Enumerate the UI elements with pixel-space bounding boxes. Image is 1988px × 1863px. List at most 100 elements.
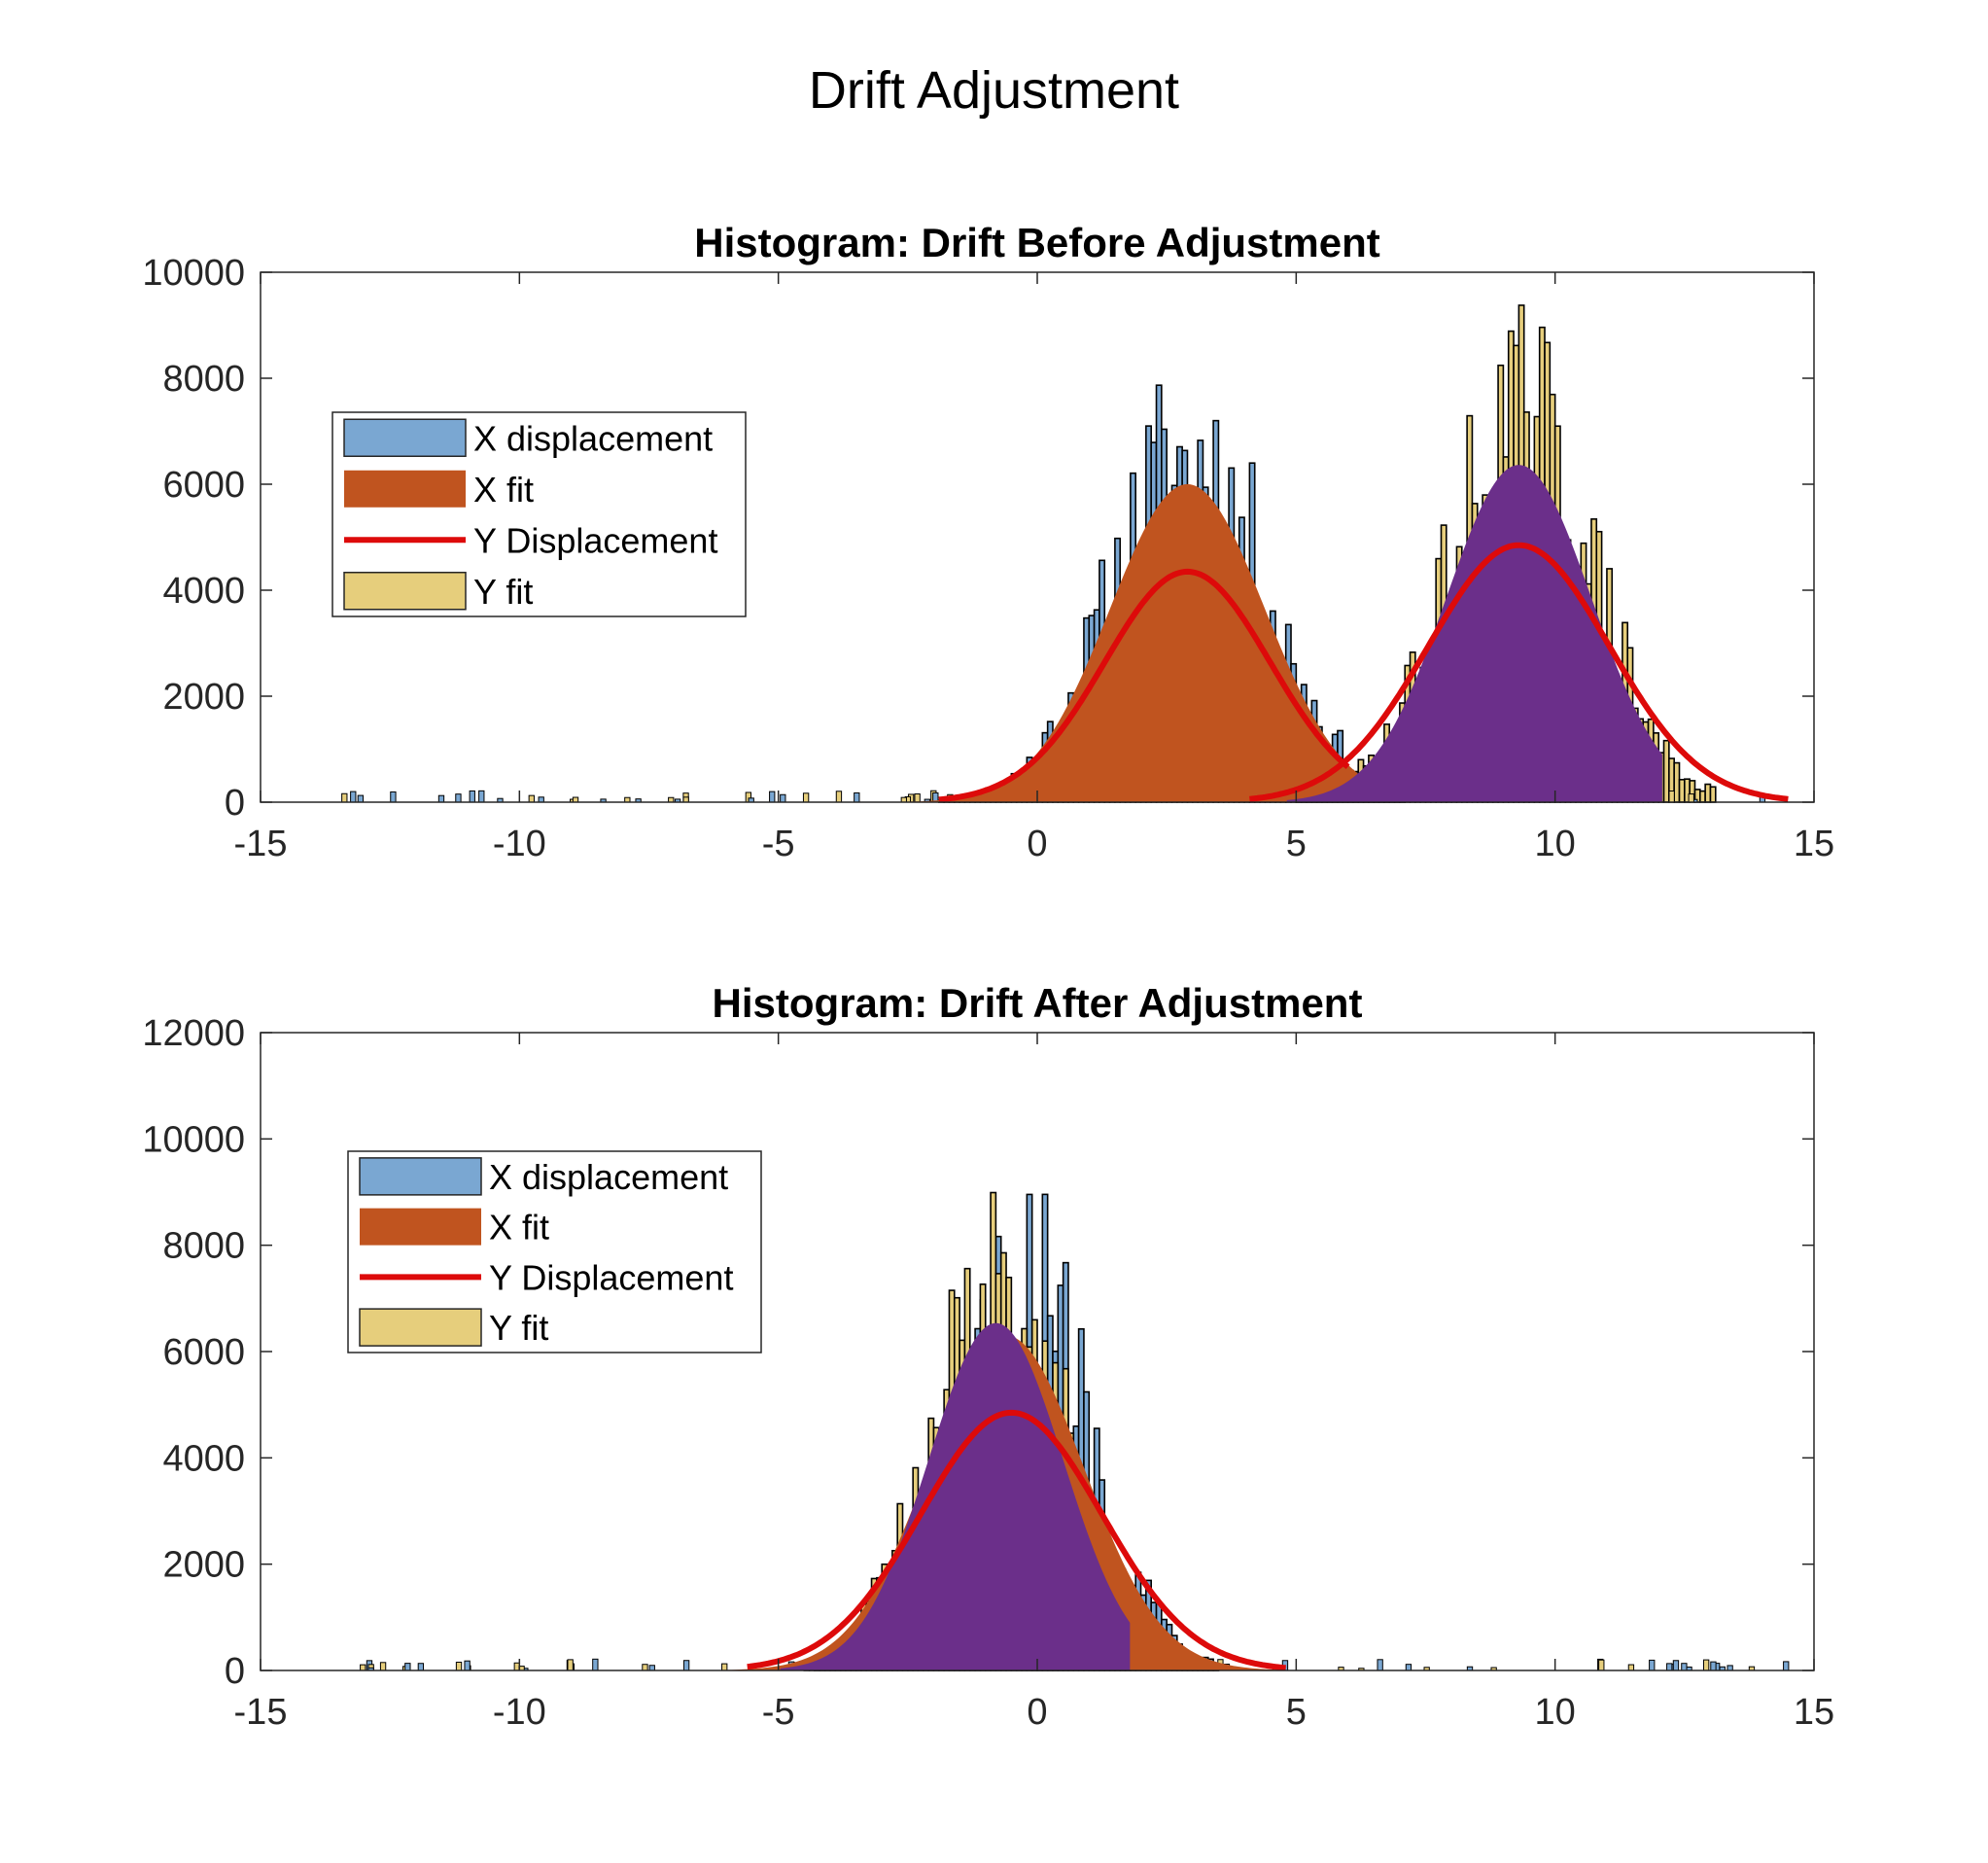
y-tick-label: 4000 (162, 571, 245, 612)
outlier-bin (478, 790, 485, 803)
x-tick-label: -5 (762, 1692, 795, 1733)
outlier-bin (360, 1664, 366, 1671)
outlier-bin (1783, 1661, 1790, 1671)
outlier-bin (648, 1665, 655, 1671)
outlier-bin (1672, 1660, 1680, 1671)
chart-title: Histogram: Drift Before Adjustment (694, 220, 1380, 265)
y-tick-label: 12000 (142, 1013, 245, 1054)
x-tick-label: -5 (762, 824, 795, 864)
y-tick-label: 0 (225, 1651, 245, 1692)
chart-title: Histogram: Drift After Adjustment (713, 980, 1363, 1026)
legend-swatch (343, 418, 467, 457)
outlier-bin (341, 792, 348, 803)
legend-label: X fit (473, 470, 534, 510)
outlier-bin (1710, 1661, 1717, 1671)
x-tick-label: 15 (1794, 824, 1834, 864)
legend-label: X fit (489, 1208, 549, 1248)
legend-label: Y fit (473, 572, 533, 612)
y-tick-label: 0 (225, 783, 245, 824)
outlier-bin (404, 1663, 411, 1671)
y-tick-label: 2000 (162, 1545, 245, 1586)
legend: X displacement X fit Y Displacement Y fit (347, 1150, 762, 1353)
outlier-bin (682, 796, 689, 803)
outlier-bin (642, 1664, 648, 1671)
outlier-bin (769, 791, 776, 803)
x-tick-label: -10 (493, 824, 546, 864)
outlier-bin (802, 792, 810, 803)
outlier-bin (437, 794, 445, 803)
x-tick-label: -15 (234, 824, 288, 864)
outlier-bin (469, 790, 475, 803)
legend-swatch (344, 470, 466, 508)
outlier-bin (854, 791, 860, 803)
outlier-bin (350, 791, 357, 803)
y-displacement-curve-1 (747, 1409, 1286, 1671)
outlier-bin (721, 1663, 728, 1671)
chart-2: -15 -10 -5 0 5 10 15 0 2000 4000 6000 8000 10000 1200… (142, 980, 1834, 1733)
legend-label: Y Displacement (473, 520, 717, 560)
outlier-bin (390, 791, 397, 803)
outlier-bin (1702, 1659, 1710, 1671)
y-displacement-curve-1 (938, 568, 1350, 803)
legend-label: Y fit (489, 1308, 548, 1348)
outlier-bin (455, 793, 462, 803)
y-fit-bin (1709, 786, 1717, 803)
legend-label: Y Displacement (489, 1257, 733, 1297)
y-tick-label: 6000 (162, 1332, 245, 1373)
legend-swatch (343, 572, 467, 611)
legend-swatch (359, 1308, 482, 1347)
x-fit-area (876, 484, 1499, 802)
y-tick-label: 10000 (142, 1119, 245, 1160)
outlier-bin (528, 794, 535, 803)
outlier-bin (567, 1659, 574, 1671)
outlier-bin (464, 1660, 471, 1671)
x-tick-label: 15 (1794, 1692, 1834, 1733)
outlier-bin (592, 1658, 599, 1671)
outlier-bin (682, 1660, 690, 1671)
outlier-bin (1627, 1664, 1635, 1671)
outlier-bin (1726, 1665, 1733, 1671)
y-tick-label: 6000 (162, 465, 245, 506)
outlier-bin (1598, 1659, 1605, 1671)
overlap-area (780, 1322, 1131, 1670)
outlier-bin (1688, 793, 1694, 803)
outlier-bin (455, 1661, 463, 1671)
x-tick-label: 5 (1286, 824, 1307, 864)
y-tick-label: 8000 (162, 359, 245, 400)
x-tick-label: 0 (1027, 824, 1047, 864)
legend-label: X displacement (473, 418, 713, 458)
x-tick-label: -10 (493, 1692, 546, 1733)
x-tick-label: 10 (1535, 1692, 1576, 1733)
y-tick-label: 10000 (142, 253, 245, 294)
y-tick-label: 8000 (162, 1226, 245, 1267)
outlier-bin (835, 791, 843, 803)
x-tick-label: -15 (234, 1692, 288, 1733)
outlier-bin (780, 793, 786, 803)
x-tick-label: 0 (1027, 1692, 1047, 1733)
outlier-bin (538, 796, 544, 803)
y-tick-label: 4000 (162, 1438, 245, 1479)
legend-swatch (360, 1208, 481, 1246)
outlier-bin (1377, 1659, 1383, 1671)
outlier-bin (914, 793, 921, 803)
outlier-bin (1668, 791, 1675, 803)
y-tick-label: 2000 (162, 677, 245, 718)
outlier-bin (417, 1663, 425, 1671)
outlier-bin (379, 1662, 387, 1671)
legend-swatch (359, 1157, 482, 1196)
outlier-bin (1666, 1663, 1673, 1671)
outlier-bin (1649, 1659, 1656, 1671)
y-displacement-curve-2 (1249, 542, 1789, 802)
outlier-bin (357, 794, 365, 803)
chart-1: -15 -10 -5 0 5 10 15 0 2000 4000 6000 8000 10000 Hist… (142, 220, 1834, 864)
x-tick-label: 5 (1286, 1692, 1307, 1733)
legend: X displacement X fit Y Displacement Y fit (331, 411, 747, 617)
legend-label: X displacement (489, 1157, 728, 1197)
outlier-bin (1681, 1663, 1688, 1671)
x-tick-label: 10 (1535, 824, 1576, 864)
figure-title: Drift Adjustment (808, 61, 1180, 120)
outlier-bin (1405, 1664, 1413, 1671)
overlap-area (1286, 465, 1662, 802)
